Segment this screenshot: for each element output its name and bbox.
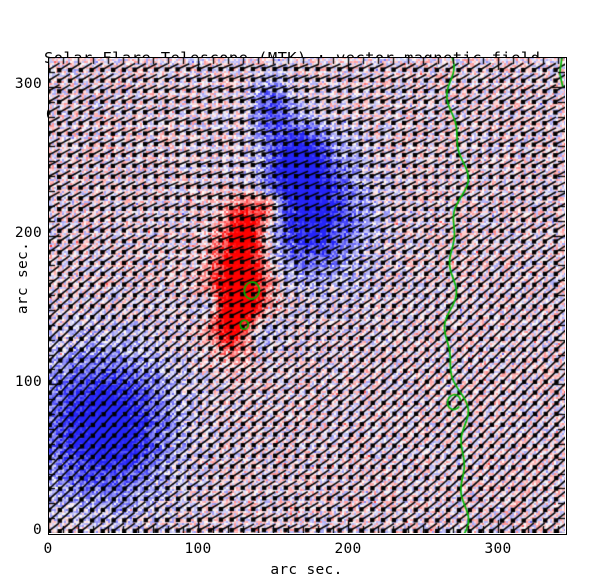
x-tick-label-0: 0 [43,541,53,557]
y-axis-title: arc sec. [15,241,31,315]
y-tick-label-200: 200 [14,225,42,241]
y-tick-label-0: 0 [32,522,42,538]
x-tick-label-200: 200 [334,541,362,557]
x-axis-title: arc sec. [270,562,343,578]
magnetogram-plot [48,57,565,533]
y-tick-label-300: 300 [14,76,42,92]
x-tick-label-300: 300 [484,541,512,557]
x-tick-label-100: 100 [184,541,212,557]
y-tick-label-100: 100 [14,374,42,390]
